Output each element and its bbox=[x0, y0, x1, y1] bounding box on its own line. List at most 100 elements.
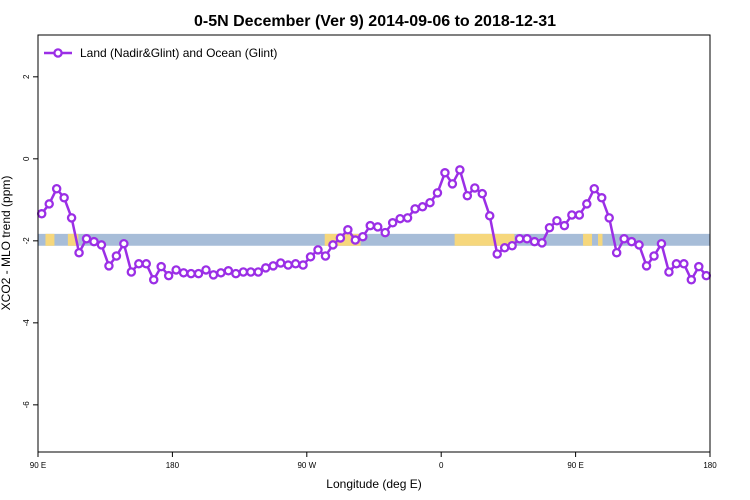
strip-highlight bbox=[67, 233, 79, 246]
data-point bbox=[126, 267, 137, 277]
data-point bbox=[365, 220, 376, 231]
plot-frame bbox=[37, 34, 711, 453]
data-point bbox=[260, 263, 271, 273]
data-point bbox=[66, 213, 77, 223]
data-point bbox=[484, 211, 495, 221]
axes: 90 E 180 90 W 0 90 E 180 -6 -4 -2 0 2 bbox=[22, 74, 717, 470]
data-point bbox=[559, 220, 570, 231]
plot bbox=[36, 165, 712, 285]
strip-highlight bbox=[583, 233, 593, 246]
data-point bbox=[656, 238, 667, 249]
legend-marker bbox=[53, 48, 63, 58]
data-point bbox=[320, 251, 331, 261]
data-point bbox=[208, 270, 219, 280]
data-point bbox=[313, 245, 323, 255]
chart-title: 0-5N December (Ver 9) 2014-09-06 to 2018… bbox=[194, 13, 556, 30]
data-point bbox=[701, 270, 712, 281]
data-point bbox=[104, 261, 114, 271]
data-point bbox=[223, 266, 234, 276]
data-point bbox=[216, 268, 226, 278]
data-point bbox=[626, 236, 637, 247]
data-point bbox=[171, 265, 181, 275]
data-point bbox=[507, 241, 517, 251]
y-tick-label: -6 bbox=[22, 401, 31, 409]
data-point bbox=[59, 193, 69, 203]
data-point bbox=[89, 236, 99, 247]
data-point bbox=[387, 218, 398, 228]
data-point bbox=[686, 275, 697, 285]
data-point bbox=[305, 252, 316, 262]
data-point bbox=[679, 259, 689, 269]
data-point bbox=[470, 183, 480, 193]
data-point bbox=[186, 268, 196, 279]
x-tick-label: 180 bbox=[166, 461, 180, 470]
data-point bbox=[74, 247, 84, 258]
data-point bbox=[567, 210, 577, 220]
data-point bbox=[604, 213, 614, 223]
data-point bbox=[596, 193, 607, 203]
data-point bbox=[96, 240, 107, 250]
data-point bbox=[514, 234, 525, 244]
x-tick-label: 0 bbox=[439, 461, 444, 470]
data-point bbox=[574, 210, 585, 220]
data-point bbox=[238, 267, 249, 277]
strip-band bbox=[38, 233, 710, 246]
strip-highlight bbox=[45, 233, 55, 246]
data-point bbox=[193, 268, 204, 279]
data-point bbox=[134, 259, 144, 269]
data-point bbox=[402, 213, 413, 223]
data-point bbox=[358, 231, 368, 242]
data-point bbox=[522, 234, 532, 244]
y-tick-label: 0 bbox=[22, 156, 31, 161]
data-point bbox=[544, 222, 555, 233]
data-point bbox=[462, 190, 473, 201]
data-point bbox=[148, 275, 159, 285]
data-point bbox=[36, 209, 47, 219]
y-tick-label: 2 bbox=[22, 74, 31, 79]
data-point bbox=[328, 240, 338, 250]
data-point bbox=[582, 199, 592, 209]
data-point bbox=[335, 233, 346, 243]
data-point bbox=[537, 238, 547, 248]
x-tick-label: 180 bbox=[703, 461, 717, 470]
data-point bbox=[432, 188, 443, 198]
data-point bbox=[694, 261, 704, 272]
data-point bbox=[664, 267, 674, 277]
data-point bbox=[634, 240, 644, 250]
data-point bbox=[44, 199, 54, 209]
surface-strip bbox=[38, 233, 710, 246]
data-point bbox=[141, 259, 152, 269]
data-point bbox=[529, 236, 540, 247]
data-point bbox=[178, 268, 189, 278]
data-point bbox=[492, 249, 502, 259]
data-point bbox=[298, 260, 308, 270]
data-point bbox=[163, 270, 174, 281]
data-point bbox=[372, 222, 383, 232]
y-tick-label: -2 bbox=[22, 237, 31, 245]
data-point bbox=[477, 188, 488, 199]
data-point bbox=[641, 261, 652, 271]
data-point bbox=[283, 260, 293, 270]
data-point bbox=[589, 184, 600, 194]
data-point bbox=[455, 165, 465, 175]
data-point bbox=[275, 258, 286, 268]
strip-highlight bbox=[598, 233, 603, 246]
data-point bbox=[499, 243, 510, 253]
data-point bbox=[380, 227, 390, 238]
x-tick-label: 90 E bbox=[567, 461, 583, 470]
data-point bbox=[440, 168, 450, 178]
data-point bbox=[395, 213, 405, 224]
y-axis-label: XCO2 - MLO trend (ppm) bbox=[0, 176, 13, 311]
data-point bbox=[350, 235, 361, 245]
data-point bbox=[343, 225, 353, 235]
data-point bbox=[246, 267, 256, 277]
y-tick-label: -4 bbox=[22, 319, 31, 327]
data-point bbox=[649, 251, 659, 261]
data-point bbox=[231, 268, 241, 279]
x-axis-label: Longitude (deg E) bbox=[326, 477, 421, 491]
data-point bbox=[81, 234, 92, 244]
legend: Land (Nadir&Glint) and Ocean (Glint) bbox=[44, 46, 277, 60]
x-tick-label: 90 E bbox=[30, 461, 46, 470]
data-point bbox=[671, 259, 682, 269]
x-tick-label: 90 W bbox=[297, 461, 316, 470]
